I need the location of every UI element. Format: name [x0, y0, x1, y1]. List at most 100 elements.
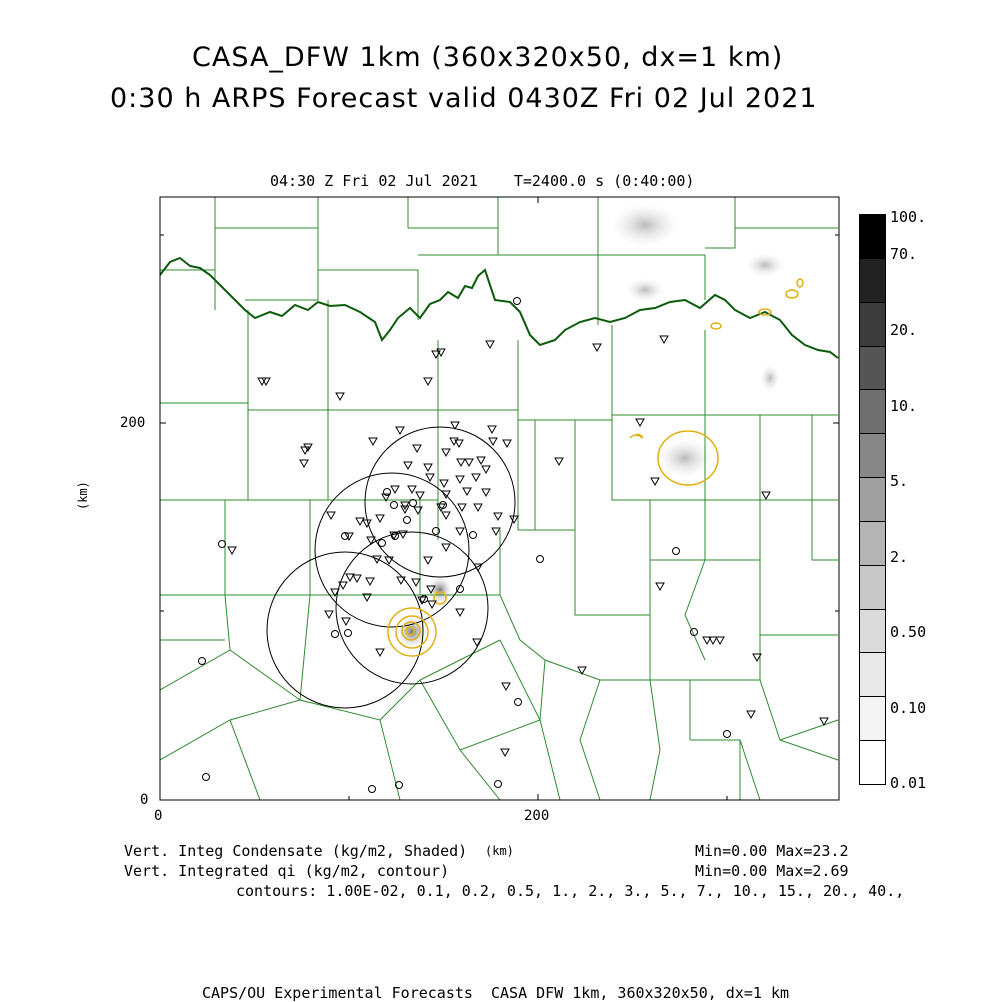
station-triangle-marker [450, 421, 460, 431]
station-triangle-marker [761, 491, 771, 501]
station-triangle-marker [493, 512, 503, 522]
shade-blob [745, 253, 785, 277]
station-triangle-marker [592, 343, 602, 353]
y-tick-0: 0 [140, 792, 149, 808]
shade-blob [760, 364, 780, 392]
station-triangle-marker [485, 340, 495, 350]
station-triangle-marker [355, 517, 365, 527]
station-triangle-marker [752, 653, 762, 663]
station-triangle-marker [650, 477, 660, 487]
station-triangle-marker [427, 600, 437, 610]
station-circle-marker [409, 499, 417, 507]
station-triangle-marker [413, 506, 423, 516]
station-triangle-marker [395, 426, 405, 436]
station-triangle-marker [481, 488, 491, 498]
station-circle-marker [514, 698, 522, 706]
station-triangle-marker [299, 459, 309, 469]
station-triangle-marker [819, 717, 829, 727]
station-triangle-marker [425, 473, 435, 483]
station-triangle-marker [227, 546, 237, 556]
station-markers [198, 297, 829, 793]
station-circle-marker [202, 773, 210, 781]
y-axis-label: (km) [76, 481, 90, 510]
station-triangle-marker [412, 444, 422, 454]
station-triangle-marker [708, 636, 718, 646]
station-triangle-marker [488, 437, 498, 447]
station-triangle-marker [390, 485, 400, 495]
station-triangle-marker [362, 519, 372, 529]
station-triangle-marker [403, 461, 413, 471]
station-circle-marker [513, 297, 521, 305]
axis-ticks [159, 197, 839, 801]
station-triangle-marker [436, 348, 446, 358]
station-circle-marker [494, 780, 502, 788]
station-triangle-marker [464, 458, 474, 468]
station-triangle-marker [423, 556, 433, 566]
colorbar-segment [859, 257, 886, 303]
station-triangle-marker [326, 511, 336, 521]
field-shaded-minmax: Min=0.00 Max=23.2 [695, 842, 849, 860]
station-triangle-marker [352, 574, 362, 584]
station-triangle-marker [491, 527, 501, 537]
colorbar-segment [859, 740, 886, 785]
valid-time-subtitle: 04:30 Z Fri 02 Jul 2021 T=2400.0 s (0:40… [270, 172, 695, 190]
station-triangle-marker [335, 392, 345, 402]
station-circle-marker [378, 539, 386, 547]
colorbar-label: 0.50 [890, 623, 927, 641]
station-triangle-marker [338, 581, 348, 591]
shade-blob [428, 576, 452, 604]
station-circle-marker [390, 501, 398, 509]
station-circle-marker [218, 540, 226, 548]
station-triangle-marker [441, 543, 451, 553]
station-triangle-marker [407, 485, 417, 495]
x-tick-200: 200 [524, 808, 550, 824]
colorbar-label: 0.01 [890, 774, 927, 792]
station-triangle-marker [502, 439, 512, 449]
station-circle-marker [368, 785, 376, 793]
station-triangle-marker [261, 377, 271, 387]
station-triangle-marker [368, 437, 378, 447]
qi-contours [387, 278, 804, 657]
station-triangle-marker [366, 536, 376, 546]
colorbar-label: 2. [890, 548, 909, 566]
colorbar-segment [859, 608, 886, 654]
station-triangle-marker [300, 446, 310, 456]
station-circle-marker [723, 730, 731, 738]
station-triangle-marker [471, 473, 481, 483]
station-triangle-marker [481, 465, 491, 475]
station-triangle-marker [436, 503, 446, 513]
station-triangle-marker [324, 610, 334, 620]
plot-frame [159, 196, 840, 801]
station-triangle-marker [439, 479, 449, 489]
station-circle-marker [331, 630, 339, 638]
station-circle-marker [456, 585, 464, 593]
station-triangle-marker [455, 527, 465, 537]
station-triangle-marker [345, 573, 355, 583]
station-circle-marker [469, 531, 477, 539]
station-circle-marker [672, 547, 680, 555]
station-triangle-marker [746, 710, 756, 720]
county-lines [160, 197, 839, 800]
station-triangle-marker [344, 532, 354, 542]
station-triangle-marker [457, 503, 467, 513]
station-triangle-marker [400, 505, 410, 515]
contour-levels: contours: 1.00E-02, 0.1, 0.2, 0.5, 1., 2… [236, 882, 905, 900]
colorbar-label: 100. [890, 208, 927, 226]
station-triangle-marker [423, 463, 433, 473]
station-triangle-marker [473, 503, 483, 513]
radar-range-circles [266, 426, 516, 709]
x-tick-0: 0 [154, 808, 163, 824]
station-triangle-marker [454, 439, 464, 449]
station-triangle-marker [398, 530, 408, 540]
station-triangle-marker [441, 511, 451, 521]
colorbar-segment [859, 389, 886, 435]
colorbar-segment [859, 433, 886, 479]
station-triangle-marker [303, 443, 313, 453]
station-triangle-marker [375, 648, 385, 658]
station-triangle-marker [455, 475, 465, 485]
title-line-2: 0:30 h ARPS Forecast valid 0430Z Fri 02 … [110, 83, 818, 114]
station-triangle-marker [257, 377, 267, 387]
x-axis-label: (km) [485, 844, 514, 858]
station-triangle-marker [472, 638, 482, 648]
station-triangle-marker [415, 491, 425, 501]
